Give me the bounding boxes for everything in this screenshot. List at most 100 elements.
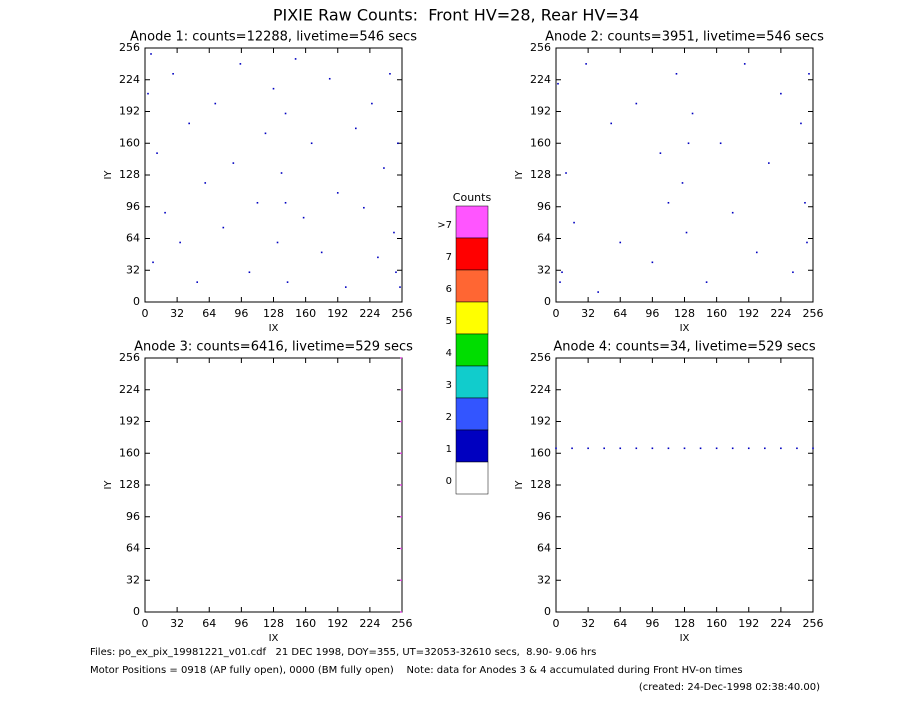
y-tick-label: 192 [119, 105, 140, 118]
x-tick-label: 256 [392, 307, 413, 320]
panel-title: Anode 4: counts=34, livetime=529 secs [553, 340, 815, 355]
count-dot [294, 58, 297, 60]
y-tick-label: 160 [119, 136, 140, 149]
count-dot [272, 87, 275, 90]
y-tick-label: 128 [530, 478, 551, 491]
x-tick-label: 64 [613, 307, 627, 320]
x-tick-label: 192 [327, 307, 348, 320]
count-dot [667, 447, 670, 450]
count-dot [393, 231, 395, 234]
x-axis-label: IX [269, 633, 279, 644]
count-dot [699, 447, 702, 450]
count-dot [222, 226, 225, 229]
colorbar-cell [455, 237, 489, 271]
count-dot [400, 420, 402, 423]
plot-frame [555, 357, 814, 613]
y-tick-label: 128 [119, 478, 140, 491]
count-dot [156, 152, 158, 154]
y-tick-label: 32 [537, 573, 551, 586]
y-tick-label: 160 [119, 446, 140, 459]
count-dot [573, 221, 575, 224]
colorbar-label: 3 [446, 380, 452, 391]
colorbar-label: 0 [446, 476, 452, 487]
count-dot [395, 271, 397, 274]
count-dot [796, 447, 798, 450]
y-tick-label: 96 [126, 510, 140, 523]
x-tick-label: 224 [770, 617, 791, 630]
y-tick-label: 160 [530, 136, 551, 149]
count-dot [731, 447, 734, 450]
y-tick-label: 32 [537, 263, 551, 276]
colorbar-label: 1 [446, 444, 452, 455]
y-tick-label: 0 [544, 605, 551, 618]
x-tick-label: 256 [392, 617, 413, 630]
count-dot [355, 127, 357, 130]
plot-frame [144, 357, 403, 613]
colorbar-label: 7 [446, 252, 452, 263]
count-dot [804, 201, 806, 204]
figure-title: PIXIE Raw Counts: Front HV=28, Rear HV=3… [273, 6, 639, 25]
count-dot [188, 122, 190, 125]
count-dot [585, 63, 587, 65]
count-dot [755, 251, 758, 254]
y-axis-label: IY [103, 480, 114, 490]
count-dot [559, 281, 561, 283]
x-tick-label: 160 [706, 307, 727, 320]
count-dot [328, 77, 331, 80]
count-dot [619, 241, 622, 244]
count-dot [363, 206, 365, 209]
y-tick-label: 192 [530, 415, 551, 428]
count-dot [256, 201, 259, 204]
y-tick-label: 0 [544, 295, 551, 308]
y-tick-label: 0 [133, 295, 140, 308]
x-tick-label: 96 [234, 307, 248, 320]
x-tick-label: 96 [645, 617, 659, 630]
count-dot [239, 63, 242, 65]
y-tick-label: 224 [119, 383, 140, 396]
count-dot [397, 142, 399, 145]
x-tick-label: 192 [738, 617, 759, 630]
y-tick-label: 256 [119, 41, 140, 54]
count-dot [587, 447, 589, 450]
y-tick-label: 96 [126, 200, 140, 213]
x-tick-label: 96 [645, 307, 659, 320]
y-tick-label: 96 [537, 200, 551, 213]
colorbar-label: 2 [446, 412, 452, 423]
y-tick-label: 0 [133, 605, 140, 618]
x-tick-label: 256 [803, 617, 824, 630]
footer-line: Motor Positions = 0918 (AP fully open), … [90, 665, 743, 676]
colorbar-cell [455, 397, 489, 431]
count-dot [780, 447, 782, 450]
x-tick-label: 128 [263, 307, 284, 320]
y-tick-label: 64 [126, 232, 140, 245]
plot-frame [555, 47, 814, 303]
colorbar-cell [455, 269, 489, 303]
count-dot [377, 256, 379, 259]
count-dot [320, 251, 323, 254]
count-dot [389, 72, 391, 75]
count-dot [276, 241, 279, 244]
y-tick-label: 64 [537, 542, 551, 555]
x-tick-label: 224 [770, 307, 791, 320]
x-axis-label: IX [680, 323, 690, 334]
x-tick-label: 0 [553, 307, 560, 320]
footer-line: (created: 24-Dec-1998 02:38:40.00) [639, 682, 820, 693]
y-tick-label: 256 [530, 351, 551, 364]
x-tick-label: 128 [674, 307, 695, 320]
count-dot [768, 162, 770, 164]
count-dot [336, 192, 339, 194]
count-dot [597, 291, 599, 293]
count-dot [400, 484, 402, 486]
count-dot [610, 122, 613, 125]
count-dot [399, 286, 401, 288]
count-dot [687, 142, 690, 145]
count-dot [150, 53, 152, 55]
x-tick-label: 160 [706, 617, 727, 630]
count-dot [764, 447, 766, 450]
count-dot [284, 112, 287, 115]
count-dot [179, 241, 181, 244]
count-dot [812, 447, 814, 450]
x-tick-label: 32 [170, 617, 184, 630]
